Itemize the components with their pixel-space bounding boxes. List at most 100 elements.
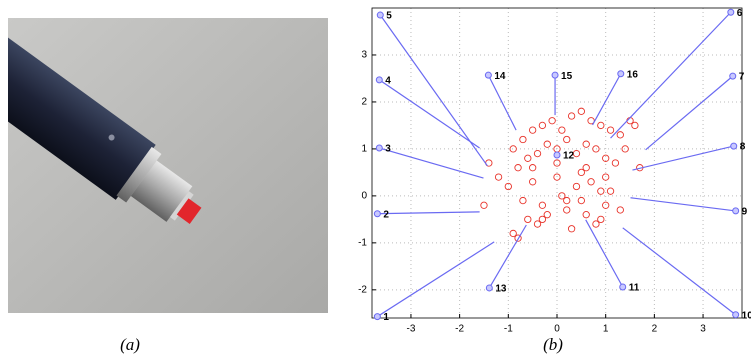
- marker-point: [731, 143, 737, 149]
- cloud-point: [617, 207, 623, 213]
- marker-label: 10: [742, 310, 751, 321]
- cloud-point: [598, 188, 604, 194]
- y-tick-label: 0: [361, 191, 367, 202]
- marker-label: 2: [383, 209, 389, 220]
- marker-point: [733, 312, 739, 318]
- y-tick-label: 3: [361, 50, 367, 61]
- cloud-point: [495, 174, 501, 180]
- x-tick-label: -2: [455, 324, 464, 335]
- marker-label: 12: [563, 151, 575, 162]
- cloud-point: [607, 127, 613, 133]
- x-tick-label: 3: [700, 324, 706, 335]
- x-tick-label: 2: [652, 324, 658, 335]
- marker-point: [618, 71, 624, 77]
- cloud-point: [632, 122, 638, 128]
- marker-line: [377, 242, 494, 317]
- cloud-point: [549, 118, 555, 124]
- cloud-point: [612, 160, 618, 166]
- marker-point: [554, 152, 560, 158]
- y-tick-label: 1: [361, 144, 367, 155]
- page: (a) (b) -3-2-10123-2-1012312345678910111…: [0, 0, 751, 358]
- marker-point: [485, 72, 491, 78]
- marker-point: [552, 72, 558, 78]
- cloud-point: [588, 179, 594, 185]
- cloud-point: [602, 202, 608, 208]
- cloud-point: [510, 146, 516, 152]
- marker-line: [489, 225, 526, 288]
- marker-label: 14: [494, 71, 506, 82]
- cloud-point: [583, 211, 589, 217]
- cloud-point: [583, 141, 589, 147]
- cloud-point: [515, 164, 521, 170]
- marker-label: 15: [561, 71, 573, 82]
- marker-label: 6: [737, 8, 743, 19]
- marker-line: [623, 228, 736, 315]
- marker-line: [586, 220, 623, 287]
- y-tick-label: 2: [361, 97, 367, 108]
- cloud-point: [598, 216, 604, 222]
- marker-point: [374, 211, 380, 217]
- x-tick-label: -1: [504, 324, 513, 335]
- cloud-point: [568, 113, 574, 119]
- cloud-point: [534, 150, 540, 156]
- cloud-point: [554, 174, 560, 180]
- marker-label: 11: [629, 283, 640, 294]
- marker-label: 13: [495, 284, 507, 295]
- marker-point: [374, 314, 380, 320]
- cloud-point: [573, 183, 579, 189]
- marker-line: [488, 75, 516, 130]
- cloud-point: [617, 132, 623, 138]
- marker-label: 16: [627, 69, 639, 80]
- marker-line: [377, 212, 479, 214]
- cloud-point: [525, 155, 531, 161]
- cloud-point: [525, 216, 531, 222]
- y-tick-label: -2: [358, 284, 367, 295]
- cloud-point: [564, 197, 570, 203]
- cloud-point: [578, 197, 584, 203]
- photo: [0, 0, 328, 358]
- cloud-point: [539, 122, 545, 128]
- marker-line: [380, 15, 487, 166]
- cloud-point: [602, 174, 608, 180]
- marker-line: [379, 148, 483, 178]
- x-tick-label: 1: [603, 324, 609, 335]
- marker-line: [593, 74, 621, 125]
- cloud-point: [593, 146, 599, 152]
- marker-label: 7: [739, 72, 745, 83]
- cloud-point: [568, 226, 574, 232]
- x-tick-label: -3: [406, 324, 415, 335]
- cloud-point: [583, 164, 589, 170]
- cloud-point: [573, 150, 579, 156]
- cloud-point: [564, 136, 570, 142]
- marker-label: 8: [740, 142, 746, 153]
- marker-label: 4: [385, 76, 391, 87]
- cloud-point: [544, 141, 550, 147]
- cloud-point: [520, 136, 526, 142]
- cloud-point: [529, 179, 535, 185]
- marker-point: [376, 145, 382, 151]
- marker-line: [632, 146, 733, 170]
- marker-point: [728, 9, 734, 15]
- marker-point: [620, 284, 626, 290]
- cloud-point: [564, 207, 570, 213]
- marker-label: 3: [385, 144, 391, 155]
- cloud-point: [520, 197, 526, 203]
- marker-point: [730, 73, 736, 79]
- caption: (b): [543, 335, 563, 354]
- marker-point: [486, 285, 492, 291]
- marker-point: [733, 208, 739, 214]
- cloud-point: [539, 216, 545, 222]
- marker-label: 9: [742, 207, 748, 218]
- cloud-point: [481, 202, 487, 208]
- figure: (a) (b) -3-2-10123-2-1012312345678910111…: [0, 0, 751, 358]
- cloud-point: [578, 108, 584, 114]
- marker-label: 1: [383, 312, 389, 323]
- cloud-point: [539, 202, 545, 208]
- marker-label: 5: [386, 11, 392, 22]
- marker-line: [379, 80, 479, 148]
- cloud-point: [529, 127, 535, 133]
- x-tick-label: 0: [554, 324, 560, 335]
- y-tick-label: -1: [358, 237, 367, 248]
- cloud-point: [622, 146, 628, 152]
